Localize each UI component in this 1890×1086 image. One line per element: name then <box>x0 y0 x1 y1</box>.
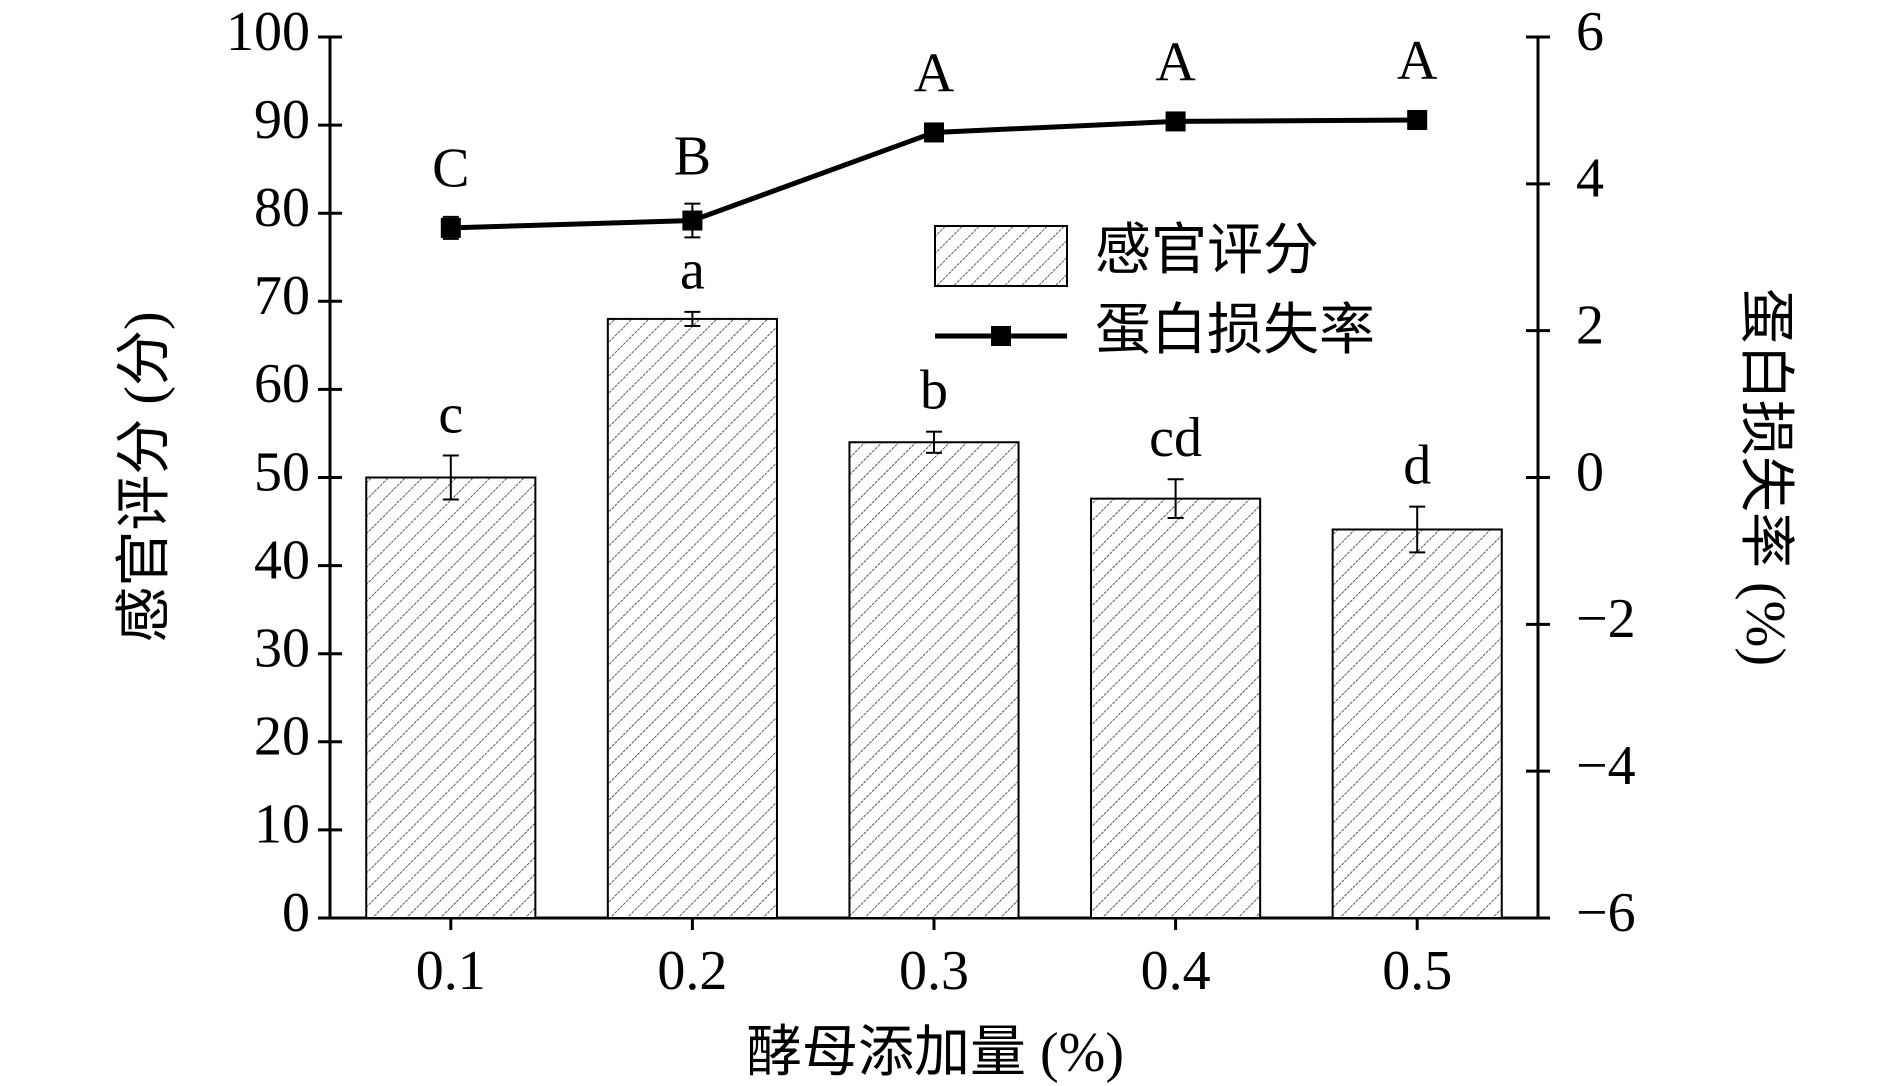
y2-tick-label: 2 <box>1576 295 1604 357</box>
marker <box>682 210 703 231</box>
x-tick-label: 0.5 <box>1382 940 1452 1002</box>
marker <box>924 122 944 143</box>
significance-label: a <box>680 240 705 302</box>
y2-axis-title: 蛋白损失率 (%) <box>1734 288 1796 666</box>
significance-label: A <box>1155 31 1196 93</box>
marker <box>1407 109 1428 130</box>
bar <box>1331 528 1503 919</box>
x-tick-label: 0.4 <box>1141 940 1211 1002</box>
y-tick-label: 60 <box>254 353 310 415</box>
significance-label: cd <box>1149 407 1202 469</box>
bar <box>848 441 1020 919</box>
bar <box>606 317 778 920</box>
y-tick-label: 20 <box>254 706 310 768</box>
significance-label: C <box>432 138 469 200</box>
y2-tick-label: −2 <box>1576 588 1636 650</box>
x-tick-label: 0.3 <box>899 940 969 1002</box>
y-tick-label: 40 <box>254 529 310 591</box>
y2-tick-label: 0 <box>1576 441 1604 503</box>
legend-marker <box>991 326 1011 346</box>
y-tick-label: 90 <box>254 89 310 151</box>
y-tick-label: 80 <box>254 177 310 239</box>
legend-swatch <box>934 225 1068 287</box>
y2-tick-label: −4 <box>1576 735 1636 797</box>
y-tick-label: 30 <box>254 618 310 680</box>
legend-label: 蛋白损失率 <box>1095 300 1375 362</box>
y2-tick-label: 6 <box>1576 1 1604 63</box>
significance-label: b <box>920 360 948 422</box>
y-tick-label: 70 <box>254 265 310 327</box>
x-tick-label: 0.2 <box>657 940 727 1002</box>
significance-label: B <box>674 125 711 187</box>
y-tick-label: 10 <box>254 794 310 856</box>
significance-label: c <box>438 383 463 445</box>
significance-label: d <box>1403 434 1431 496</box>
marker <box>1165 111 1186 132</box>
marker <box>440 217 461 238</box>
y-tick-label: 50 <box>254 441 310 503</box>
legend-label: 感官评分 <box>1095 220 1319 282</box>
y-tick-label: 100 <box>226 1 310 63</box>
y2-tick-label: −6 <box>1576 882 1636 944</box>
y-tick-label: 0 <box>282 882 310 944</box>
significance-label: A <box>914 42 955 104</box>
y2-tick-label: 4 <box>1576 148 1604 210</box>
y-axis-title: 感官评分 (分) <box>114 311 176 642</box>
x-tick-label: 0.1 <box>416 940 486 1002</box>
bar <box>1090 497 1262 919</box>
bar <box>365 476 537 919</box>
x-axis-title: 酵母添加量 (%) <box>746 1022 1124 1084</box>
significance-label: A <box>1397 30 1438 92</box>
